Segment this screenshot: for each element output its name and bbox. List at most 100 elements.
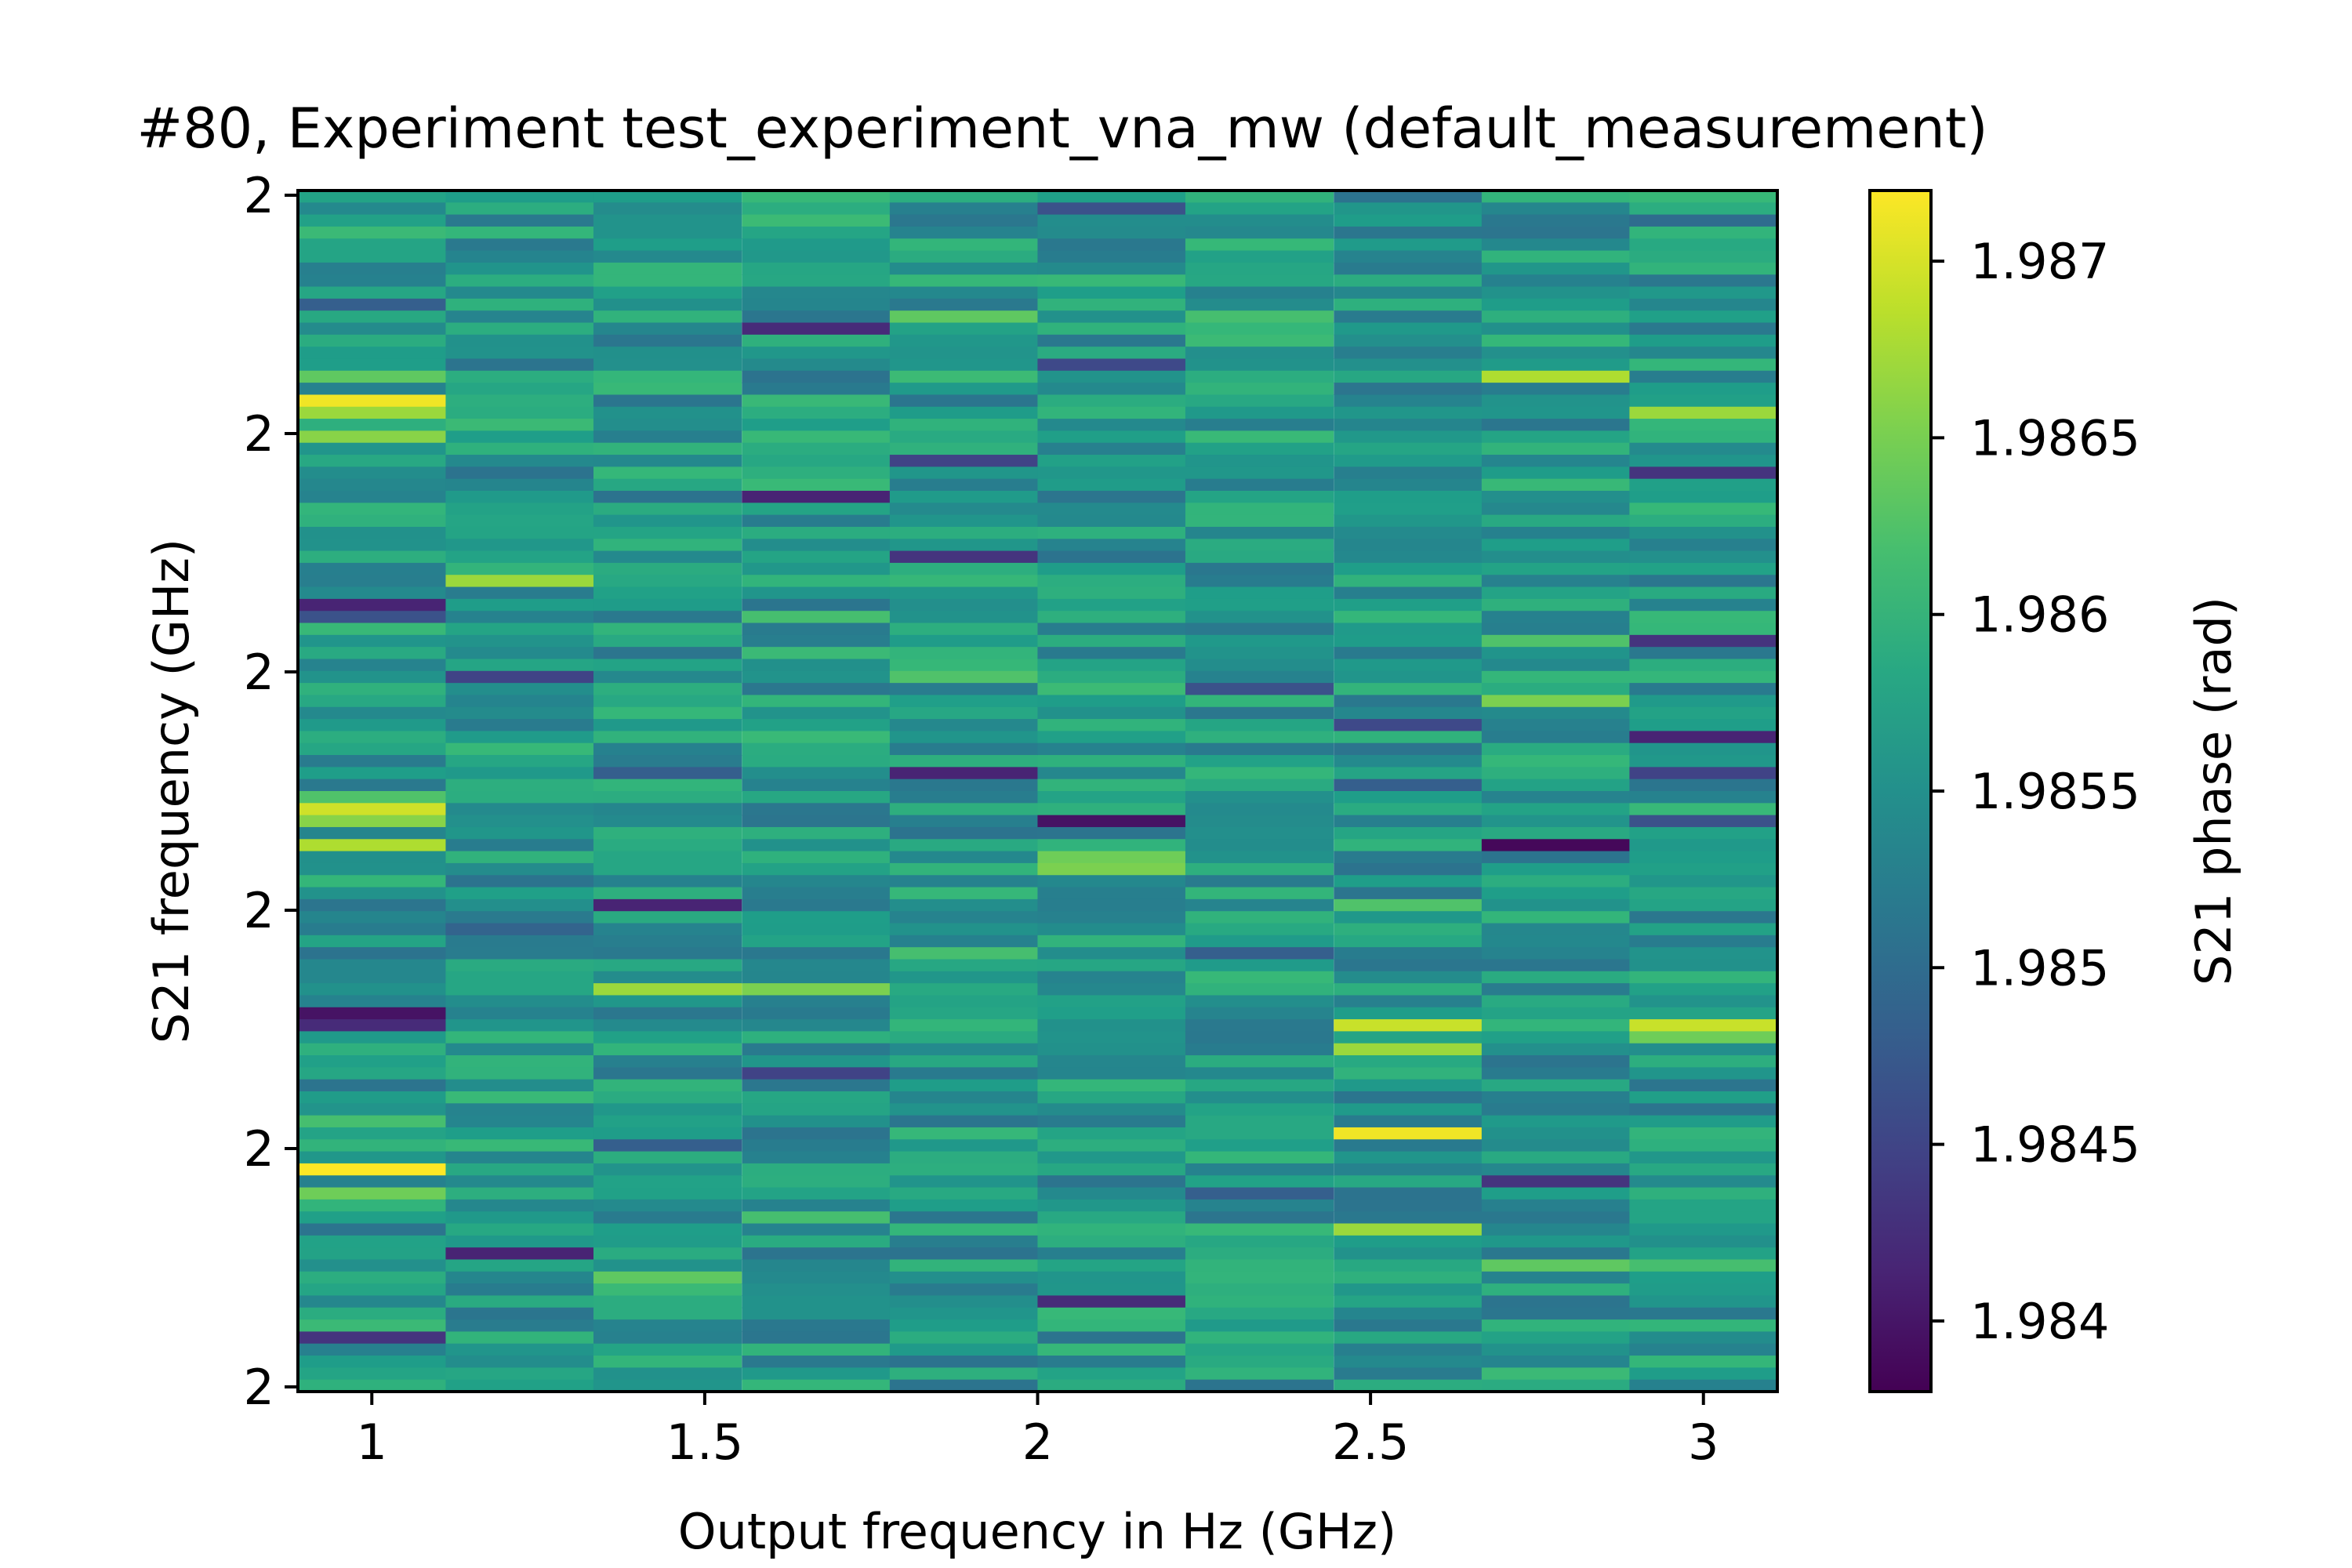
heatmap-cell [297,202,447,216]
heatmap-cell [593,839,742,852]
colorbar-tick-label: 1.9845 [1970,1116,2140,1174]
heatmap-cell [1629,1199,1778,1212]
colorbar-tick-label: 1.9865 [1970,409,2140,466]
heatmap-cell [1334,1007,1483,1020]
heatmap-cell [1185,226,1334,239]
heatmap-cell [445,767,594,780]
heatmap-cell [445,575,594,588]
heatmap-cell [593,995,742,1008]
heatmap-cell [297,1295,447,1308]
heatmap-cell [1185,1163,1334,1176]
heatmap-cell [1334,983,1483,996]
heatmap-cell [1481,1367,1631,1381]
heatmap-cell [297,815,447,828]
heatmap-cell [742,1115,891,1128]
heatmap-cell [889,1007,1039,1020]
heatmap-cell [1629,1211,1778,1225]
heatmap-cell [889,887,1039,900]
heatmap-cell [742,419,891,431]
heatmap-cell [593,347,742,360]
heatmap-cell [1481,550,1631,564]
heatmap-cell [1629,995,1778,1008]
heatmap-cell [742,1187,891,1200]
heatmap-cell [1334,503,1483,516]
heatmap-cell [889,1199,1039,1212]
heatmap-cell [742,526,891,539]
heatmap-cell [445,1175,594,1189]
heatmap-cell [297,1259,447,1272]
heatmap-cell [1481,1007,1631,1020]
heatmap-cell [593,875,742,888]
heatmap-cell [742,767,891,780]
heatmap-cell [445,1356,594,1368]
heatmap-cell [742,238,891,252]
heatmap-cell [1037,214,1186,227]
heatmap-cell [1629,887,1778,900]
heatmap-cell [1629,826,1778,840]
heatmap-cell [445,959,594,972]
heatmap-cell [445,1319,594,1332]
heatmap-cell [593,1259,742,1272]
heatmap-cell [297,586,447,600]
heatmap-cell [889,1307,1039,1320]
heatmap-cell [445,634,594,648]
heatmap-cell [593,1163,742,1176]
heatmap-cell [1481,851,1631,864]
heatmap-cell [742,1103,891,1116]
heatmap-cell [1629,226,1778,239]
heatmap-cell [742,286,891,299]
heatmap-cell [1334,1043,1483,1056]
heatmap-cell [889,430,1039,444]
heatmap-cell [1334,779,1483,792]
heatmap-cell [1334,995,1483,1008]
heatmap-cell [889,1295,1039,1308]
heatmap-cell [1629,803,1778,816]
heatmap-cell [1334,262,1483,275]
heatmap-cell [889,1139,1039,1152]
heatmap-cell [742,1019,891,1032]
heatmap-cell [445,586,594,600]
heatmap-cell [1037,731,1186,744]
heatmap-cell [1334,670,1483,684]
heatmap-cell [889,1103,1039,1116]
heatmap-cell [445,1031,594,1044]
heatmap-cell [889,1271,1039,1284]
heatmap-cell [1037,478,1186,492]
heatmap-cell [1481,1283,1631,1297]
heatmap-cell [1185,575,1334,588]
heatmap-cell [1629,611,1778,624]
heatmap-cell [889,767,1039,780]
heatmap-cell [1334,1367,1483,1381]
heatmap-cell [1185,430,1334,444]
heatmap-cell [593,1187,742,1200]
heatmap-cell [1629,550,1778,564]
heatmap-cell [1334,755,1483,768]
heatmap-cell [445,1211,594,1225]
heatmap-cell [742,370,891,383]
heatmap-cell [889,683,1039,696]
heatmap-cell [297,575,447,588]
heatmap-cell [1037,1139,1186,1152]
heatmap-cell [742,911,891,924]
heatmap-cell [1334,695,1483,708]
heatmap-cell [889,383,1039,396]
heatmap-cell [445,550,594,564]
heatmap-cell [742,1199,891,1212]
heatmap-cell [889,706,1039,720]
heatmap-cell [889,742,1039,756]
heatmap-cell [445,1307,594,1320]
heatmap-cell [1334,562,1483,575]
heatmap-cell [445,1187,594,1200]
heatmap-cell [445,670,594,684]
heatmap-cell [889,526,1039,539]
heatmap-cell [1037,262,1186,275]
heatmap-cell [593,1356,742,1368]
heatmap-cell [593,622,742,636]
heatmap-cell [1481,191,1631,203]
heatmap-cell [742,1247,891,1261]
heatmap-cell [593,262,742,275]
heatmap-cell [1185,1031,1334,1044]
heatmap-cell [889,1091,1039,1104]
heatmap-cell [1334,286,1483,299]
colorbar [1868,189,1933,1393]
